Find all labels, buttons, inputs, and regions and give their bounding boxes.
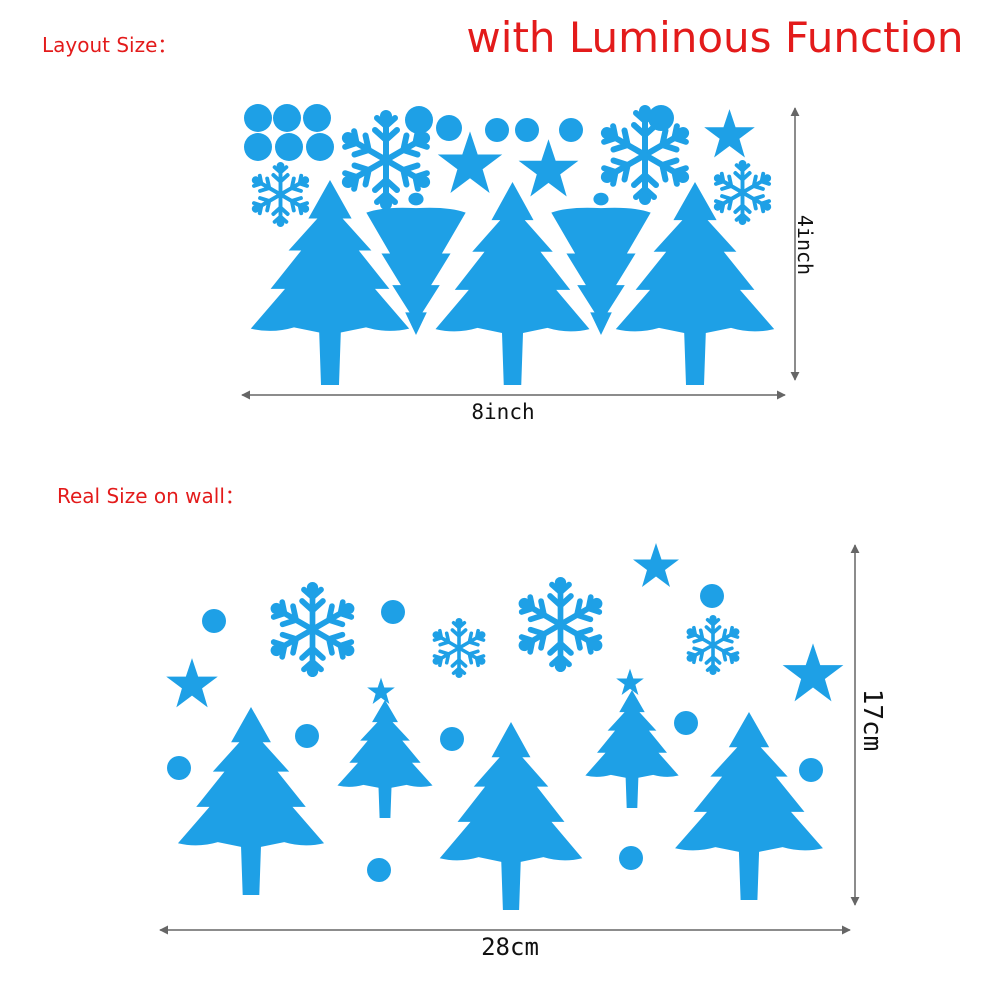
width-label: 28cm — [481, 933, 539, 961]
height-label: 4inch — [793, 215, 817, 275]
height-label: 17cm — [857, 689, 887, 752]
layout-decals — [244, 104, 774, 385]
real-label: Real Size on wall： — [57, 484, 245, 508]
real-decals — [166, 543, 844, 910]
title: with Luminous Function — [466, 13, 963, 62]
layout-label: Layout Size： — [42, 33, 177, 57]
width-label: 8inch — [471, 400, 534, 424]
